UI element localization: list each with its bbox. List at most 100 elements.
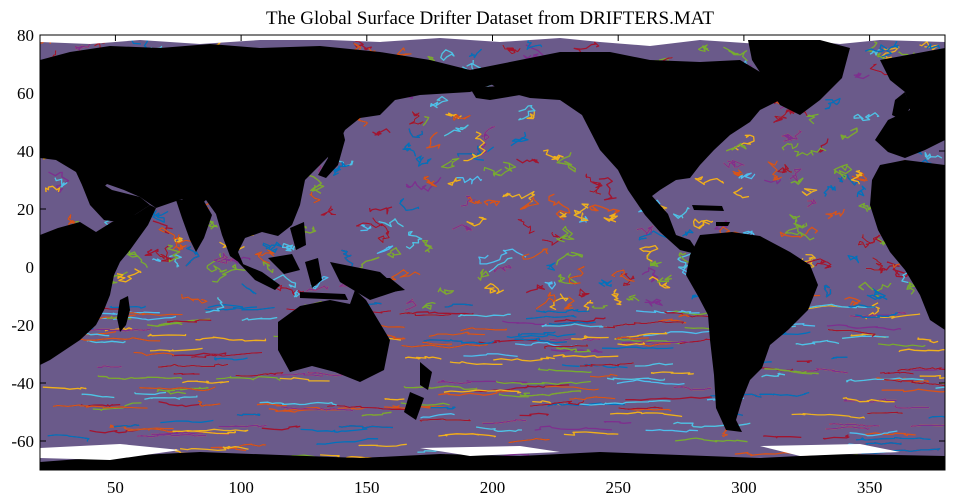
africa-landmass bbox=[40, 205, 156, 365]
drifter-track bbox=[568, 265, 585, 285]
drifter-track bbox=[180, 446, 231, 452]
drifter-track bbox=[554, 317, 606, 323]
drifter-track bbox=[144, 248, 159, 257]
drifter-track bbox=[437, 287, 455, 295]
drifter-track bbox=[463, 353, 518, 358]
drifter-track bbox=[152, 210, 169, 223]
drifter-track bbox=[672, 207, 690, 219]
drifter-track bbox=[611, 269, 635, 282]
drifter-track bbox=[569, 396, 616, 401]
drifter-track bbox=[855, 312, 898, 319]
drifter-track bbox=[48, 171, 70, 193]
y-tick-label: -20 bbox=[11, 316, 34, 335]
drifter-track bbox=[849, 430, 898, 437]
drifter-track bbox=[546, 262, 556, 271]
drifter-track bbox=[420, 413, 455, 419]
drifter-track bbox=[421, 301, 436, 310]
drifter-track bbox=[355, 217, 383, 229]
drifter-track bbox=[261, 425, 301, 431]
drifter-track bbox=[678, 314, 690, 318]
drifter-track bbox=[697, 44, 710, 52]
drifter-track bbox=[207, 304, 258, 310]
drifter-track bbox=[437, 379, 472, 385]
drifter-track bbox=[616, 379, 685, 386]
drifter-track bbox=[764, 368, 819, 375]
drifter-track bbox=[611, 288, 622, 306]
drifter-track bbox=[408, 111, 424, 125]
drifter-track bbox=[213, 252, 234, 264]
drifter-track bbox=[508, 437, 550, 444]
drifter-track bbox=[361, 411, 392, 417]
drifter-track bbox=[270, 372, 324, 377]
drifter-track bbox=[279, 377, 330, 382]
drifter-track bbox=[807, 198, 817, 208]
drifter-track bbox=[353, 40, 372, 51]
drifter-track bbox=[460, 327, 508, 332]
drifter-track bbox=[386, 247, 402, 259]
drifter-track bbox=[826, 324, 902, 331]
drifter-track bbox=[259, 401, 337, 406]
drifter-track bbox=[254, 249, 275, 264]
drifter-track bbox=[723, 159, 745, 169]
drifter-track bbox=[784, 222, 815, 241]
drifter-track bbox=[789, 168, 802, 182]
drifter-track bbox=[368, 206, 393, 215]
drifter-track bbox=[195, 336, 267, 342]
drifter-track bbox=[725, 142, 747, 152]
drifter-track bbox=[928, 415, 945, 419]
drifter-track bbox=[898, 348, 945, 353]
drifter-track bbox=[230, 256, 251, 264]
drifter-track bbox=[645, 429, 698, 433]
madagascar-island bbox=[117, 296, 130, 332]
drifter-track bbox=[172, 352, 227, 357]
drifter-track bbox=[197, 400, 221, 407]
drifter-track bbox=[591, 304, 608, 309]
drifter-track bbox=[147, 333, 187, 337]
drifter-track bbox=[489, 264, 512, 273]
drifter-track bbox=[847, 254, 860, 264]
eurasia-africa-landmass bbox=[40, 44, 500, 266]
drifter-track bbox=[571, 335, 609, 340]
drifter-track bbox=[864, 44, 888, 53]
drifter-track bbox=[166, 389, 186, 395]
drifter-track bbox=[262, 261, 274, 274]
drifter-track bbox=[761, 372, 786, 378]
drifter-track bbox=[559, 211, 567, 218]
drifter-track bbox=[438, 433, 497, 438]
drifter-track bbox=[721, 429, 728, 438]
drifter-track bbox=[172, 429, 236, 435]
drifter-track bbox=[372, 128, 391, 136]
drifter-track bbox=[829, 422, 880, 427]
y-tick-label: 60 bbox=[17, 84, 34, 103]
x-tick-label: 250 bbox=[605, 478, 631, 497]
y-tick-label: 0 bbox=[26, 258, 35, 277]
drifter-track bbox=[510, 131, 529, 147]
drifter-track bbox=[523, 44, 547, 63]
drifter-track bbox=[641, 267, 659, 283]
drifter-track bbox=[848, 304, 876, 308]
drifter-track bbox=[172, 239, 192, 252]
drifter-track bbox=[333, 161, 350, 176]
drifter-track bbox=[218, 424, 267, 428]
drifter-track bbox=[866, 287, 888, 301]
drifter-track bbox=[419, 418, 471, 423]
drifter-track bbox=[723, 46, 748, 62]
drifter-track bbox=[541, 323, 607, 328]
west-africa-landmass bbox=[870, 160, 945, 330]
x-tick-label: 50 bbox=[107, 478, 124, 497]
drifter-track bbox=[865, 442, 902, 446]
drifter-track bbox=[440, 157, 460, 169]
drifter-track bbox=[300, 428, 368, 433]
plot-area bbox=[40, 35, 945, 470]
drifter-track bbox=[556, 152, 577, 173]
drifter-track bbox=[535, 308, 590, 314]
australia-landmass bbox=[278, 290, 390, 382]
drifter-track bbox=[429, 95, 449, 109]
drifter-track bbox=[556, 347, 591, 353]
drifter-track bbox=[508, 384, 570, 390]
drifter-track bbox=[440, 49, 455, 61]
drifter-track bbox=[855, 436, 931, 441]
y-axis: 80 60 40 20 0 -20 -40 -60 bbox=[11, 26, 945, 451]
drifter-track bbox=[790, 177, 804, 185]
drifter-track bbox=[327, 404, 411, 411]
